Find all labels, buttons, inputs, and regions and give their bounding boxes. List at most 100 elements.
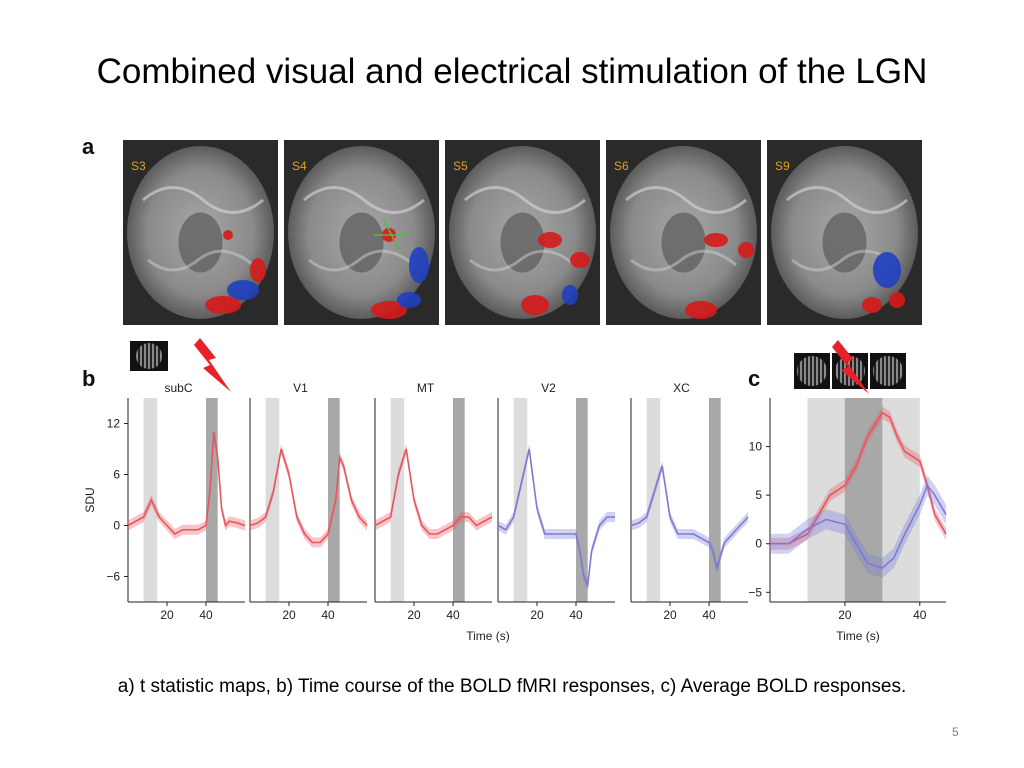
subplot-label: XC	[673, 381, 690, 395]
subplot-label: V1	[293, 381, 308, 395]
subplot-v2: 20 40 V2	[497, 381, 615, 622]
subplot-label: MT	[417, 381, 435, 395]
panel-b-x-axis-label: Time (s)	[466, 629, 510, 643]
y-tick-label: 6	[113, 468, 120, 482]
brain-slice-s5: S5	[445, 140, 600, 325]
white-matter-fold	[469, 249, 576, 272]
subplot-subc: 20 40 subC	[127, 381, 246, 622]
x-tick-label: 20	[530, 608, 544, 622]
brainstem	[822, 212, 867, 273]
white-matter-fold	[142, 186, 264, 214]
activation-blob	[521, 295, 549, 315]
response-line	[497, 448, 615, 588]
panel-letter-a: a	[82, 134, 95, 159]
x-tick-label: 40	[446, 608, 460, 622]
white-matter-fold	[630, 249, 737, 272]
visual-stim-shade	[513, 398, 528, 602]
activation-blob	[562, 285, 578, 305]
activation-blob	[570, 252, 590, 268]
slide-title: Combined visual and electrical stimulati…	[96, 52, 928, 91]
brain-slices: S3 S4 S5 S6 S9	[123, 140, 922, 325]
x-tick-label: 20	[838, 608, 852, 622]
confidence-band	[250, 444, 367, 548]
white-matter-fold	[786, 186, 908, 214]
activation-blob	[397, 292, 421, 308]
activation-blob	[227, 280, 259, 300]
electrical-stim-shade	[453, 398, 465, 602]
response-line	[127, 431, 246, 536]
brainstem	[178, 212, 223, 273]
activation-blob	[223, 230, 233, 240]
panel-c-average: −5 0 5 10 20 40 Time (s)	[748, 340, 947, 643]
x-tick-label: 20	[407, 608, 421, 622]
panel-letter-c: c	[748, 366, 760, 391]
average-response-line	[770, 411, 947, 545]
brain-slice-s9: S9	[767, 140, 922, 325]
confidence-band	[770, 406, 946, 550]
visual-stim-shade	[143, 398, 158, 602]
lightning-bolt-icon	[194, 338, 231, 392]
brain-slice-s6: S6	[606, 140, 761, 325]
white-matter-fold	[464, 186, 586, 214]
brainstem	[661, 212, 706, 273]
page-number: 5	[952, 725, 959, 739]
white-matter-fold	[147, 249, 254, 272]
panel-c-x-axis-label: Time (s)	[836, 629, 880, 643]
activation-blob	[205, 296, 241, 314]
brainstem	[339, 212, 384, 273]
activation-blob	[873, 252, 901, 288]
response-line	[630, 465, 749, 572]
y-tick-label: −5	[748, 585, 762, 599]
activation-blob	[685, 301, 717, 319]
brain-slice-label: S6	[614, 159, 629, 173]
figure: a S3 S4 S5 S6 S9 b −6 0 6 12 SDU 20 40 subC 20 40 V1 20…	[78, 128, 958, 661]
response-line	[374, 448, 493, 535]
panel-b-y-axis-label: SDU	[83, 487, 97, 512]
activation-blob	[889, 292, 905, 308]
brain-slice-label: S5	[453, 159, 468, 173]
panel-letter-b: b	[82, 366, 95, 391]
brain-slice-s4: S4	[284, 140, 439, 325]
activation-blob	[409, 247, 429, 283]
brain-slice-s3: S3	[123, 140, 278, 325]
y-tick-label: 0	[755, 537, 762, 551]
subplot-mt: 20 40 MT	[374, 381, 493, 622]
x-tick-label: 40	[199, 608, 213, 622]
visual-stim-shade	[390, 398, 405, 602]
y-tick-label: 5	[755, 488, 762, 502]
figure-caption: a) t statistic maps, b) Time course of t…	[117, 676, 907, 697]
x-tick-label: 20	[160, 608, 174, 622]
x-tick-label: 20	[663, 608, 677, 622]
visual-stim-shade	[646, 398, 661, 602]
electrical-stim-shade	[844, 398, 883, 602]
lightning-bolt-icon	[832, 340, 869, 394]
subplot-v1: 20 40 V1	[249, 381, 368, 622]
x-tick-label: 40	[569, 608, 583, 622]
white-matter-fold	[308, 249, 415, 272]
white-matter-fold	[625, 186, 747, 214]
visual-stim-shade	[265, 398, 280, 602]
x-tick-label: 40	[913, 608, 927, 622]
brain-slice-label: S9	[775, 159, 790, 173]
activation-blob	[862, 297, 882, 313]
brain-slice-label: S4	[292, 159, 307, 173]
white-matter-fold	[303, 186, 425, 214]
brainstem	[500, 212, 545, 273]
grating-stimulus-icon	[873, 356, 903, 386]
activation-blob	[250, 258, 266, 282]
electrical-stim-shade	[576, 398, 588, 602]
activation-blob	[538, 232, 562, 248]
activation-blob	[704, 233, 728, 247]
average-response-line	[770, 483, 947, 569]
panel-b-timecourses: −6 0 6 12 SDU 20 40 subC 20 40 V1 20 40 MT 20 40 V2 20 40 X…	[83, 338, 749, 643]
activation-blob	[371, 301, 407, 319]
x-tick-label: 40	[702, 608, 716, 622]
electrical-stim-shade	[709, 398, 721, 602]
y-tick-label: −6	[106, 570, 120, 584]
electrical-stim-shade	[328, 398, 340, 602]
brain-slice-label: S3	[131, 159, 146, 173]
subplot-label: V2	[541, 381, 556, 395]
subplot-xc: 20 40 XC	[630, 381, 749, 622]
x-tick-label: 40	[321, 608, 335, 622]
